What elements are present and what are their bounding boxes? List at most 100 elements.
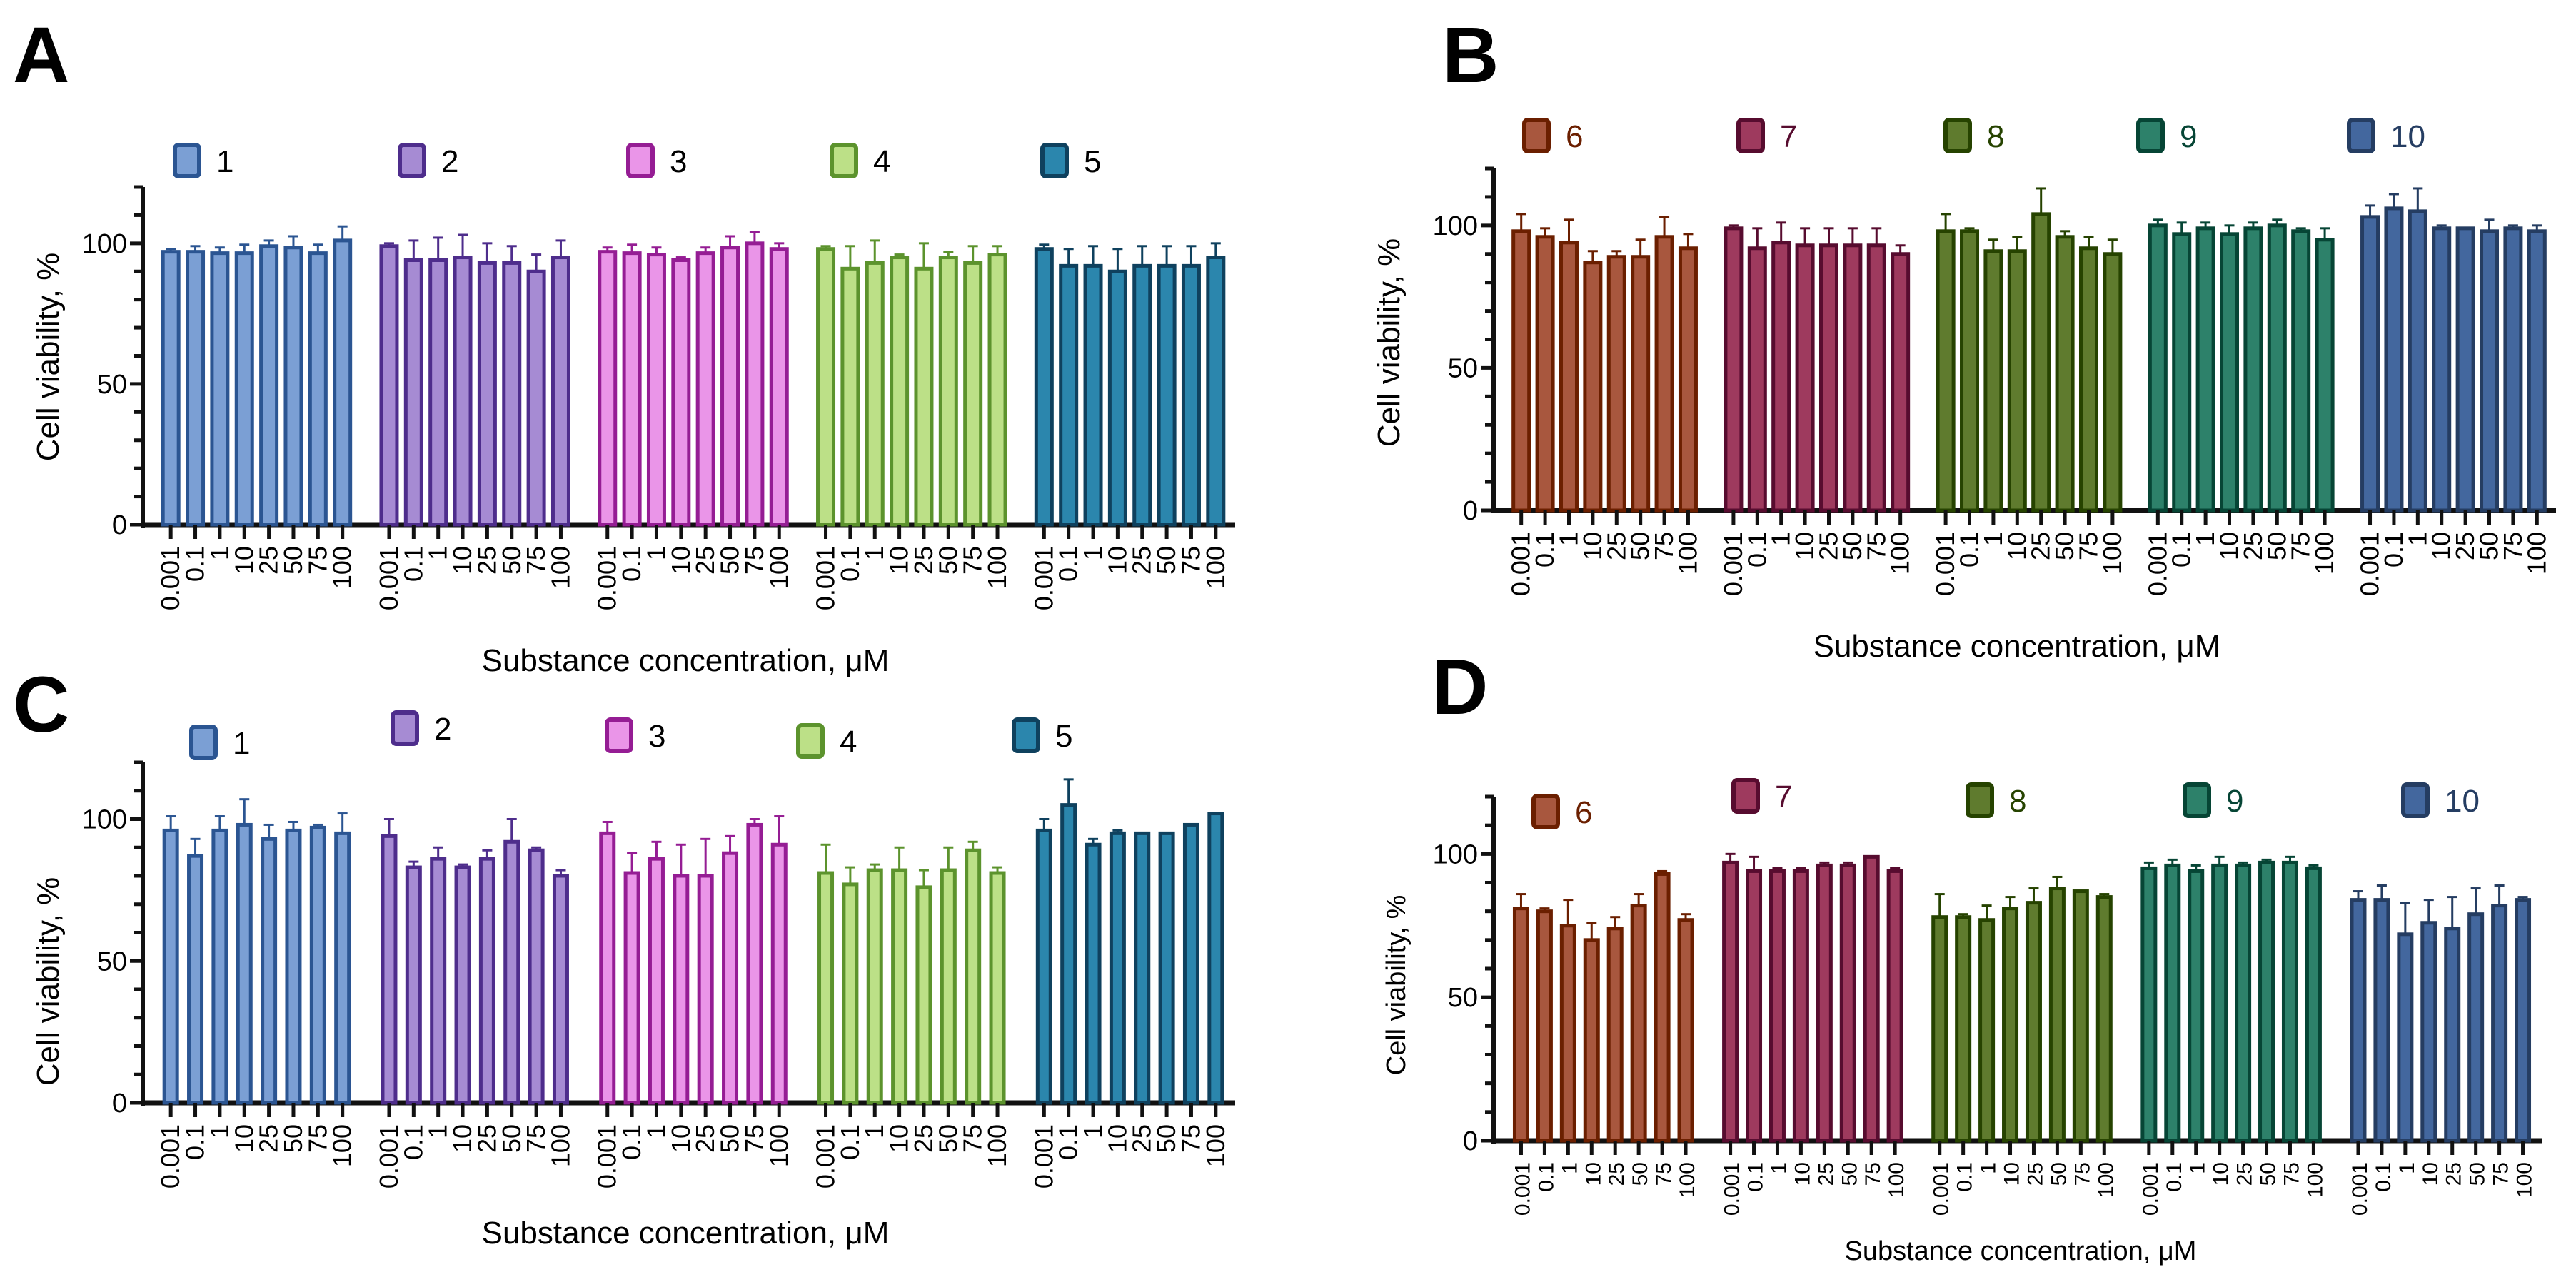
bar[interactable] [528, 848, 545, 1105]
bar[interactable] [334, 831, 351, 1105]
bar[interactable] [915, 885, 932, 1105]
bar[interactable] [285, 828, 302, 1105]
bar[interactable] [2148, 223, 2168, 513]
bar[interactable] [1795, 243, 1815, 513]
bar[interactable] [1132, 263, 1152, 527]
bar[interactable] [599, 831, 616, 1105]
bar[interactable] [1559, 241, 1579, 513]
bar[interactable] [381, 834, 398, 1105]
bar[interactable] [695, 251, 715, 527]
bar[interactable] [1771, 241, 1791, 513]
bar[interactable] [2243, 226, 2263, 513]
bar[interactable] [1983, 249, 2003, 513]
bar[interactable] [552, 874, 569, 1105]
bar[interactable] [186, 250, 206, 527]
bar[interactable] [1181, 263, 1201, 527]
bar[interactable] [259, 244, 279, 527]
bar[interactable] [2360, 215, 2380, 513]
bar[interactable] [502, 261, 522, 527]
bar[interactable] [2515, 898, 2532, 1143]
bar[interactable] [2025, 901, 2042, 1143]
bar[interactable] [1182, 822, 1199, 1105]
legend-item-6[interactable]: 6 [1531, 794, 1592, 830]
bar[interactable] [2491, 904, 2508, 1143]
bar[interactable] [2305, 866, 2322, 1143]
legend-item-3[interactable]: 3 [626, 143, 687, 179]
bar[interactable] [1207, 812, 1224, 1105]
bar[interactable] [2095, 895, 2113, 1143]
bar[interactable] [2258, 860, 2275, 1143]
bar[interactable] [1535, 235, 1555, 513]
bar[interactable] [1677, 918, 1694, 1143]
bar[interactable] [333, 238, 353, 527]
bar[interactable] [673, 874, 690, 1105]
bar[interactable] [770, 842, 788, 1105]
bar[interactable] [1109, 831, 1126, 1105]
bar[interactable] [914, 266, 934, 527]
bar[interactable] [1955, 915, 1972, 1143]
bar[interactable] [817, 871, 835, 1105]
bar[interactable] [1085, 842, 1102, 1105]
bar[interactable] [2055, 235, 2075, 513]
bar[interactable] [405, 865, 422, 1105]
bar[interactable] [622, 251, 642, 527]
bar[interactable] [2455, 226, 2475, 513]
bar[interactable] [1891, 252, 1911, 513]
bar[interactable] [1107, 269, 1127, 527]
bar[interactable] [261, 837, 278, 1105]
bar[interactable] [965, 848, 982, 1105]
legend-item-9[interactable]: 9 [2136, 118, 2197, 154]
bar[interactable] [1722, 860, 1739, 1143]
bar[interactable] [2140, 866, 2158, 1143]
bar[interactable] [1631, 255, 1651, 513]
legend-item-6[interactable]: 6 [1522, 118, 1583, 154]
bar[interactable] [2444, 927, 2461, 1143]
bar[interactable] [938, 256, 958, 527]
bar[interactable] [1536, 909, 1553, 1143]
bar[interactable] [840, 266, 860, 527]
bar[interactable] [1931, 915, 1948, 1143]
bar[interactable] [646, 253, 666, 527]
bar[interactable] [1583, 938, 1600, 1143]
bar[interactable] [2480, 229, 2500, 513]
bar[interactable] [1583, 261, 1603, 513]
bar[interactable] [550, 256, 570, 527]
bar[interactable] [234, 251, 254, 527]
legend-item-9[interactable]: 9 [2183, 782, 2243, 819]
bar[interactable] [453, 256, 473, 527]
bar[interactable] [623, 871, 640, 1105]
bar[interactable] [2467, 912, 2485, 1143]
bar[interactable] [989, 871, 1006, 1105]
bar[interactable] [1866, 243, 1886, 513]
bar[interactable] [1816, 863, 1833, 1143]
bar[interactable] [454, 865, 471, 1105]
bar[interactable] [1606, 927, 1624, 1143]
legend-item-10[interactable]: 10 [2347, 118, 2425, 154]
bar[interactable] [1746, 869, 1763, 1143]
bar[interactable] [745, 241, 765, 527]
bar[interactable] [1936, 229, 1956, 513]
bar[interactable] [1747, 246, 1767, 513]
bar[interactable] [1724, 226, 1744, 513]
legend-item-8[interactable]: 8 [1943, 118, 2004, 154]
bar[interactable] [283, 246, 303, 527]
bar[interactable] [478, 857, 495, 1105]
bar[interactable] [1559, 924, 1576, 1143]
bar[interactable] [2007, 249, 2027, 513]
legend-item-7[interactable]: 7 [1736, 118, 1797, 154]
bar[interactable] [1134, 831, 1151, 1105]
bar[interactable] [1863, 854, 1880, 1143]
bar[interactable] [890, 256, 910, 527]
bar[interactable] [1157, 263, 1177, 527]
bar[interactable] [2315, 238, 2335, 513]
bar[interactable] [2235, 863, 2252, 1143]
bar[interactable] [2420, 921, 2437, 1143]
bar[interactable] [1654, 872, 1671, 1143]
bar[interactable] [1630, 904, 1647, 1143]
legend-item-8[interactable]: 8 [1966, 782, 2026, 819]
bar[interactable] [746, 822, 763, 1105]
bar[interactable] [1512, 907, 1529, 1143]
legend-item-7[interactable]: 7 [1731, 778, 1792, 814]
bar[interactable] [2164, 863, 2181, 1143]
bar[interactable] [477, 261, 497, 527]
